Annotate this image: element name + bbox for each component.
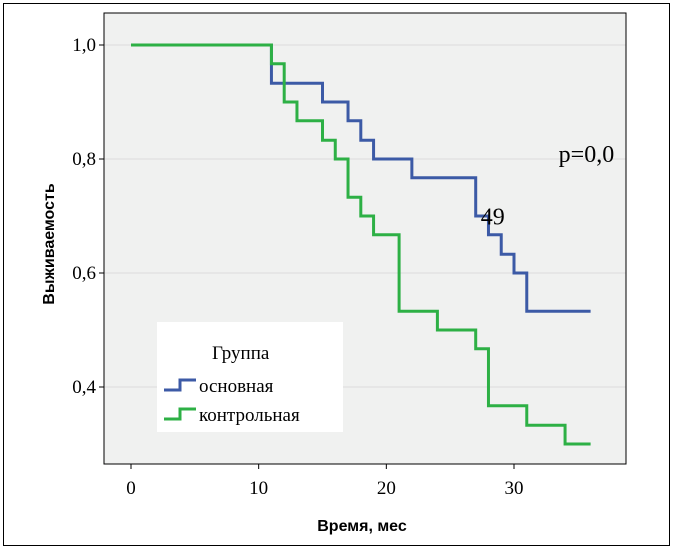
- y-tick-label: 0,8: [72, 149, 96, 170]
- legend: Группа основная контрольная: [157, 322, 343, 432]
- y-axis-label: Выживаемость: [41, 183, 58, 305]
- x-axis: 0 10 20 30: [126, 464, 524, 499]
- x-tick-label: 30: [505, 478, 524, 499]
- legend-swatch-контрольная: [164, 407, 196, 421]
- y-axis: 0,4 0,6 0,8 1,0: [72, 35, 104, 398]
- x-tick-label: 20: [377, 478, 396, 499]
- x-tick-label: 10: [249, 478, 268, 499]
- legend-box: [157, 322, 343, 432]
- gridlines: [104, 44, 626, 388]
- legend-label-основная: основная: [199, 376, 274, 397]
- annotations: p=0,0 49: [481, 142, 614, 231]
- annotation-text: 49: [481, 205, 505, 231]
- y-tick-label: 1,0: [72, 35, 96, 56]
- annotation-text: p=0,0: [559, 142, 615, 168]
- x-axis-label: Время, мес: [317, 518, 407, 535]
- y-tick-label: 0,6: [72, 263, 96, 284]
- series-line-основная: [131, 43, 591, 313]
- legend-label-контрольная: контрольная: [199, 405, 300, 426]
- legend-title: Группа: [212, 343, 270, 364]
- series-lines: [131, 43, 591, 446]
- plot-border: [103, 12, 627, 465]
- series-line-контрольная: [131, 43, 591, 446]
- legend-swatch-основная: [164, 378, 196, 392]
- x-tick-label: 0: [126, 478, 136, 499]
- y-tick-label: 0,4: [72, 377, 96, 398]
